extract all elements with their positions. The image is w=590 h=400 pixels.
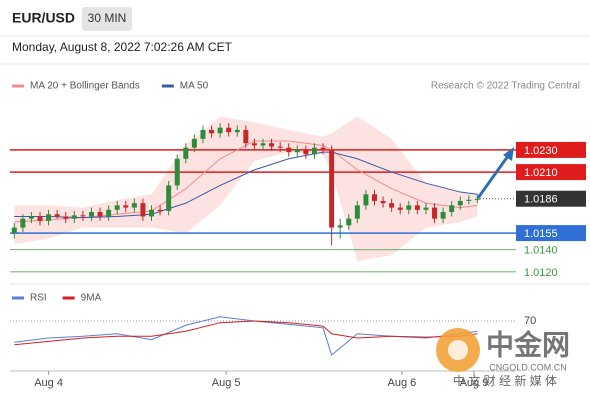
candle-body: [380, 200, 386, 204]
candle-body: [217, 127, 223, 134]
interval: 30 MIN: [88, 11, 127, 25]
candle-body: [106, 209, 112, 217]
candle-body: [346, 218, 352, 226]
candle-body: [37, 216, 43, 221]
candle-body: [88, 212, 94, 217]
x-tick-label: Aug 4: [34, 377, 63, 389]
x-tick-label: Aug 5: [212, 377, 241, 389]
candle-body: [294, 149, 300, 153]
forecast-arrow: [476, 155, 510, 199]
candle-body: [11, 227, 17, 234]
candle-body: [303, 149, 309, 155]
candle-body: [200, 129, 206, 139]
level-box: [516, 164, 586, 181]
level-label: 1.0186: [524, 194, 558, 206]
candle-body: [269, 143, 275, 147]
legend-label: RSI: [30, 293, 47, 304]
candle-body: [277, 146, 283, 148]
candle-body: [432, 207, 438, 219]
candle-body: [157, 209, 163, 211]
legend-label: MA 50: [180, 81, 209, 92]
candle-body: [363, 194, 369, 206]
candle-body: [183, 147, 189, 159]
candle-body: [46, 214, 52, 221]
candle-body: [466, 199, 472, 201]
candle-body: [166, 185, 172, 211]
candle-body: [260, 143, 266, 146]
datetime: Monday, August 8, 2022 7:02:26 AM CET: [12, 40, 233, 54]
candle-body: [123, 205, 129, 208]
level-label: 1.0140: [524, 245, 558, 257]
candle-body: [191, 138, 197, 148]
candle-body: [311, 147, 317, 155]
candle-body: [20, 218, 26, 228]
watermark-name: 中金网: [486, 328, 570, 360]
interval-box: [82, 7, 132, 31]
candle-body: [354, 205, 360, 219]
candle-body: [440, 212, 446, 219]
legend-label: 9MA: [81, 293, 102, 304]
candle-body: [406, 205, 412, 210]
candle-body: [337, 225, 343, 228]
candle-body: [209, 129, 215, 134]
level-label: 1.0120: [524, 267, 558, 279]
candle-body: [226, 127, 232, 133]
candle-body: [97, 212, 103, 217]
candle-body: [28, 216, 34, 219]
watermark-slogan: 中 文 财 经 新 媒 体: [453, 373, 557, 388]
bollinger-band: [14, 116, 478, 261]
candle-body: [320, 147, 326, 150]
level-label: 1.0155: [524, 228, 558, 240]
y-tick-label: 70: [524, 315, 536, 327]
candle-body: [174, 158, 180, 186]
candle-body: [286, 147, 292, 153]
watermark-logo: [448, 340, 468, 360]
candle-body: [71, 215, 77, 219]
candle-body: [389, 203, 395, 208]
level-label: 1.0210: [524, 167, 558, 179]
candle-body: [414, 205, 420, 210]
candle-body: [131, 203, 137, 208]
forecast-arrowhead: [503, 147, 514, 161]
candle-body: [449, 205, 455, 213]
watermark: 中金网 CNGOLD.COM.CN 中 文 财 经 新 媒 体: [436, 328, 570, 388]
candle-body: [54, 214, 60, 217]
candle-body: [63, 216, 69, 219]
level-box: [516, 141, 586, 158]
symbol: EUR/USD: [12, 10, 75, 26]
candle-body: [251, 143, 257, 146]
candle-body: [457, 200, 463, 206]
credit: Research © 2022 Trading Central: [431, 81, 580, 92]
candle-body: [140, 203, 146, 217]
series-line: [14, 320, 478, 346]
candle-body: [149, 209, 155, 217]
legend-label: MA 20 + Bollinger Bands: [30, 81, 140, 92]
x-tick-label: Aug 9: [460, 377, 489, 389]
level-box: [516, 225, 586, 242]
candle-body: [423, 207, 429, 210]
level-label: 1.0230: [524, 145, 558, 157]
candle-body: [114, 205, 120, 210]
candle-body: [234, 129, 240, 133]
candle-body: [474, 198, 480, 200]
candle-body: [397, 207, 403, 210]
level-box: [516, 190, 586, 207]
watermark-domain: CNGOLD.COM.CN: [489, 362, 567, 372]
candle-body: [329, 149, 335, 228]
x-tick-label: Aug 6: [388, 377, 417, 389]
candle-body: [80, 215, 86, 217]
candle-body: [371, 194, 377, 201]
candle-body: [243, 129, 249, 144]
